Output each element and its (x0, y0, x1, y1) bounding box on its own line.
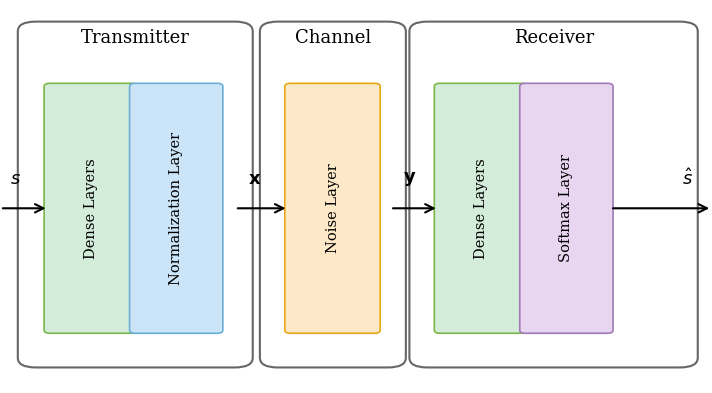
Text: $\mathbf{y}$: $\mathbf{y}$ (403, 170, 416, 188)
Text: Noise Layer: Noise Layer (325, 163, 340, 253)
Text: $\hat{s}$: $\hat{s}$ (681, 169, 693, 189)
Text: Channel: Channel (295, 29, 372, 47)
FancyBboxPatch shape (409, 22, 698, 367)
FancyBboxPatch shape (285, 83, 380, 333)
FancyBboxPatch shape (130, 83, 223, 333)
Text: Normalization Layer: Normalization Layer (169, 132, 183, 285)
FancyBboxPatch shape (18, 22, 253, 367)
FancyBboxPatch shape (44, 83, 137, 333)
FancyBboxPatch shape (520, 83, 613, 333)
Text: $s$: $s$ (10, 170, 21, 188)
FancyBboxPatch shape (434, 83, 528, 333)
FancyBboxPatch shape (260, 22, 406, 367)
Text: Transmitter: Transmitter (81, 29, 189, 47)
Text: Receiver: Receiver (514, 29, 594, 47)
Text: Softmax Layer: Softmax Layer (560, 154, 573, 262)
Text: Dense Layers: Dense Layers (474, 158, 488, 259)
Text: Dense Layers: Dense Layers (84, 158, 98, 259)
Text: $\mathbf{x}$: $\mathbf{x}$ (248, 170, 261, 188)
